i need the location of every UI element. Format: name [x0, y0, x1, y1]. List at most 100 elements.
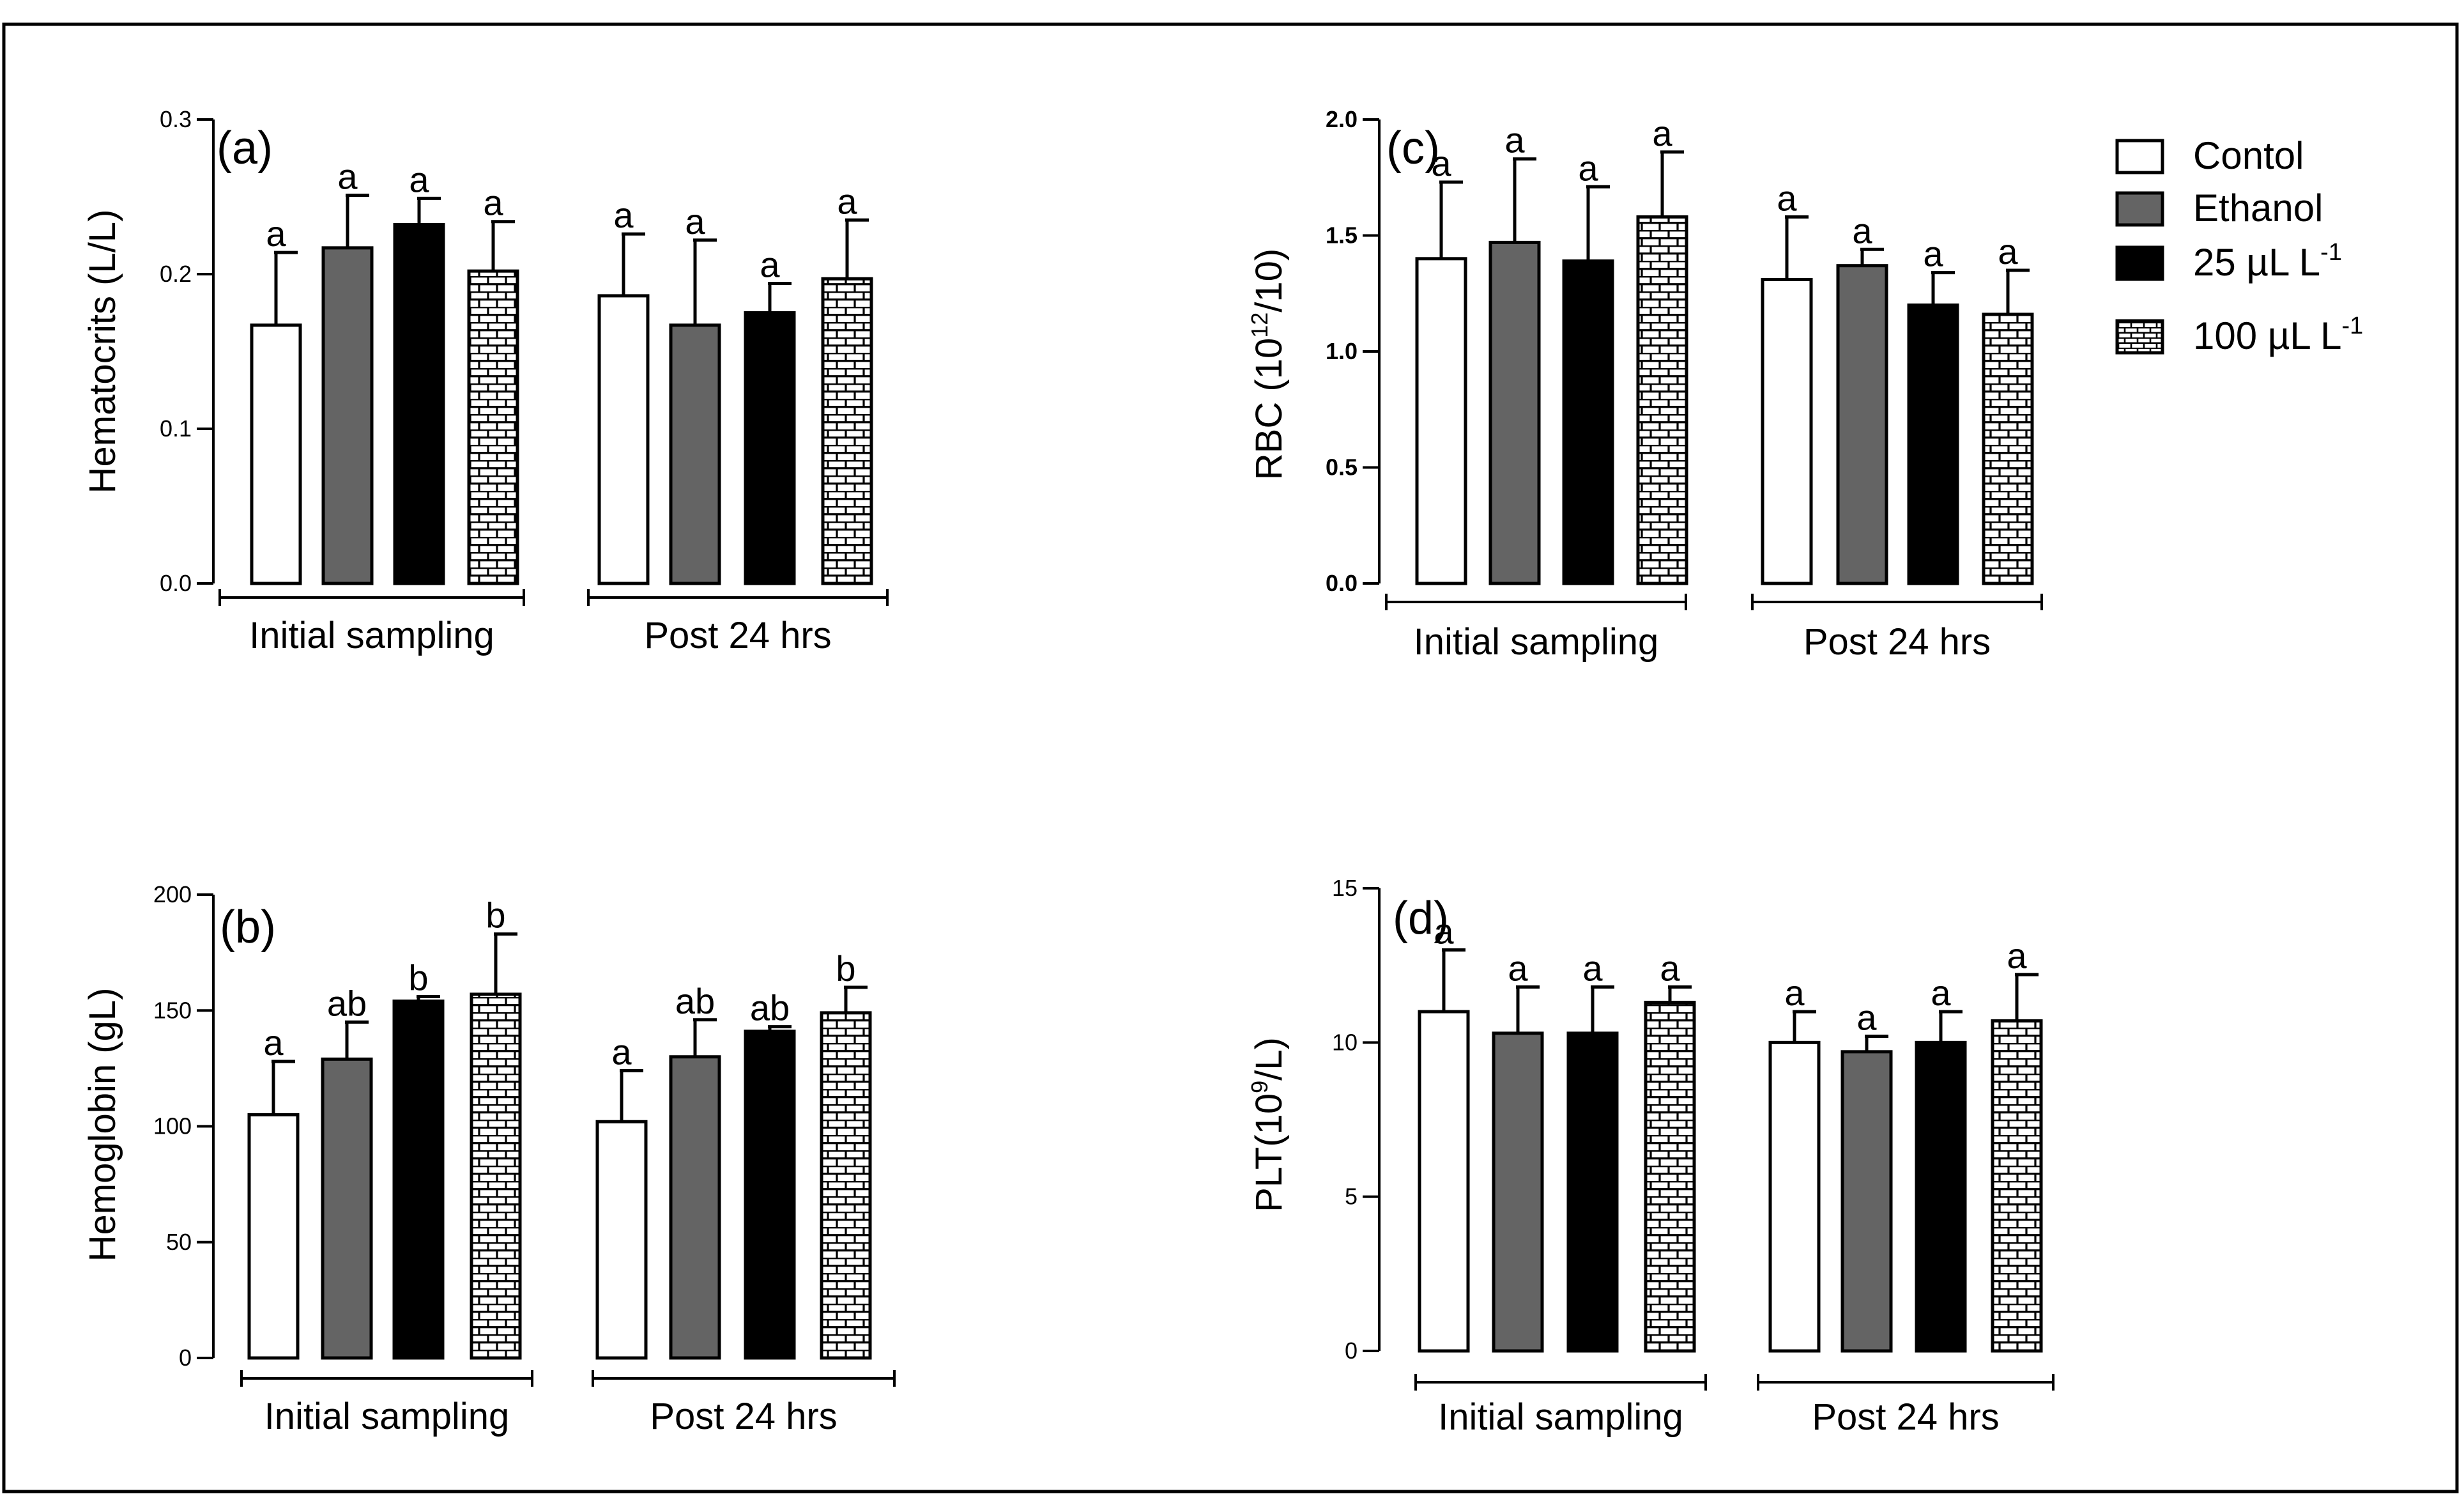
bar-gray: [1488, 240, 1541, 585]
y-axis-label-main: PLT(10: [1248, 1093, 1290, 1212]
significance-letter: b: [836, 948, 855, 989]
y-tick-label: 5: [1345, 1184, 1358, 1210]
legend-label: Ethanol: [2193, 187, 2323, 229]
significance-letter: a: [1434, 911, 1454, 952]
y-axis-label-main: Hemoglobin (gL): [82, 988, 123, 1262]
legend-label: 25 µL L-1: [2193, 239, 2342, 284]
bar-white: [1415, 257, 1467, 585]
y-axis-label-tail: /10): [1248, 249, 1290, 312]
significance-letter: a: [837, 181, 857, 221]
panel-label: (b): [220, 902, 276, 953]
y-tick-label: 1.0: [1326, 338, 1358, 364]
y-tick-label: 100: [153, 1113, 192, 1139]
y-tick-label: 2.0: [1326, 106, 1358, 132]
bar-brick: [1644, 1001, 1696, 1353]
group-label: Initial sampling: [1414, 621, 1659, 663]
significance-letter: a: [685, 201, 705, 242]
y-tick-label: 200: [153, 881, 192, 907]
y-tick-label: 0.0: [160, 570, 192, 596]
significance-letter: a: [1931, 973, 1951, 1013]
y-tick-label: 50: [166, 1229, 192, 1255]
bar-gray: [321, 1057, 373, 1360]
y-tick-label: 10: [1332, 1029, 1358, 1055]
y-axis-label: Hematocrits (L/L): [82, 210, 123, 494]
bar-gray: [1840, 1050, 1893, 1353]
bar-black: [1907, 303, 1959, 585]
significance-letter: a: [1578, 148, 1598, 188]
significance-letter: a: [483, 183, 503, 223]
significance-letter: a: [1923, 234, 1943, 274]
group-label: Post 24 hrs: [1803, 621, 1991, 663]
bar-black: [1566, 1031, 1619, 1353]
legend-label: Contol: [2193, 134, 2304, 177]
significance-letter: b: [408, 958, 428, 998]
y-tick-label: 0.5: [1326, 454, 1358, 481]
significance-letter: a: [1998, 231, 2018, 272]
y-axis-label-main: RBC (10: [1248, 338, 1290, 480]
panel-label: (a): [217, 123, 273, 174]
significance-letter: a: [1652, 113, 1672, 153]
bar-gray: [1836, 264, 1888, 585]
significance-letter: a: [1784, 973, 1805, 1013]
significance-letter: a: [613, 195, 634, 235]
y-axis-label-superscript: 12: [1246, 312, 1273, 338]
significance-letter: a: [1582, 948, 1603, 988]
significance-letter: a: [337, 157, 358, 197]
bar-brick: [1636, 215, 1688, 585]
legend-label-main: 100 µL L: [2193, 314, 2342, 357]
bar-gray: [1492, 1031, 1544, 1353]
group-label: Initial sampling: [264, 1396, 510, 1437]
legend-label-main: 25 µL L: [2193, 241, 2320, 284]
y-axis-label-main: Hematocrits (L/L): [82, 210, 123, 494]
legend-label-main: Ethanol: [2193, 187, 2323, 229]
bar-black: [1915, 1040, 1967, 1353]
significance-letter: a: [263, 1022, 284, 1063]
group-label: Post 24 hrs: [644, 615, 831, 656]
bar-white: [1768, 1040, 1821, 1353]
significance-letter: b: [486, 895, 505, 936]
bar-brick: [1982, 312, 2034, 585]
group-label: Initial sampling: [1438, 1396, 1683, 1438]
bar-black: [393, 223, 445, 585]
significance-letter: a: [1508, 948, 1528, 988]
bar-white: [247, 1113, 300, 1360]
group-label: Post 24 hrs: [1812, 1396, 1999, 1438]
bar-brick: [470, 992, 522, 1360]
bar-black: [744, 311, 796, 585]
y-tick-label: 0: [1345, 1338, 1358, 1364]
figure-border: [2, 22, 2459, 1493]
legend-swatch-white: [2115, 139, 2164, 174]
significance-letter: a: [1856, 998, 1877, 1038]
significance-letter: a: [760, 245, 780, 285]
group-label: Post 24 hrs: [650, 1396, 837, 1437]
significance-letter: a: [1504, 120, 1525, 160]
y-tick-label: 0.0: [1326, 570, 1358, 596]
bar-gray: [669, 1055, 721, 1360]
y-axis-label-superscript: 9: [1246, 1081, 1273, 1093]
bar-black: [744, 1029, 796, 1360]
legend-swatch-black: [2115, 245, 2164, 281]
legend-label: 100 µL L-1: [2193, 312, 2363, 357]
significance-letter: ab: [750, 988, 790, 1028]
panel-label: (d): [1393, 893, 1449, 944]
bar-white: [1418, 1010, 1470, 1353]
significance-letter: a: [2007, 936, 2027, 976]
bar-brick: [1991, 1019, 2043, 1353]
y-tick-label: 15: [1332, 875, 1358, 901]
y-tick-label: 0.3: [160, 106, 192, 132]
y-axis-label: Hemoglobin (gL): [82, 988, 123, 1262]
legend-label-superscript: -1: [2342, 312, 2364, 339]
y-tick-label: 0.2: [160, 261, 192, 287]
bar-black: [392, 999, 445, 1360]
significance-letter: a: [409, 159, 429, 199]
bar-gray: [321, 246, 374, 585]
bar-brick: [467, 269, 519, 585]
y-tick-label: 150: [153, 997, 192, 1023]
panel-a-hematocrits: 0.0 0.1 0.2 0.3 Hematocrits (L/L) (a) a a a a a a a a…: [82, 106, 889, 656]
bar-white: [595, 1120, 648, 1360]
legend-label-superscript: -1: [2320, 239, 2342, 266]
bar-brick: [820, 1011, 872, 1360]
